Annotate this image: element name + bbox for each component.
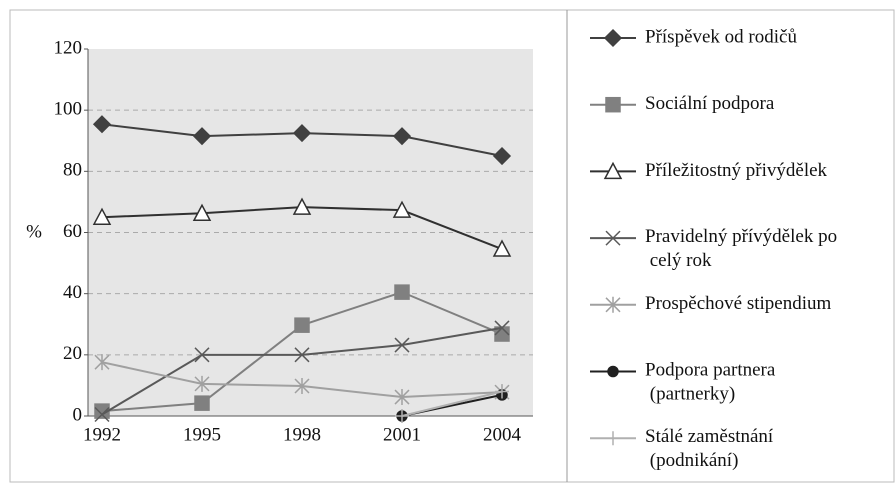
y-tick-label: 20 — [63, 343, 82, 364]
marker — [494, 320, 510, 336]
marker — [607, 365, 619, 378]
marker — [294, 378, 310, 395]
marker — [92, 207, 112, 225]
marker — [192, 203, 212, 221]
x-tick-label: 2001 — [383, 424, 421, 445]
marker — [94, 406, 110, 423]
marker — [492, 146, 512, 166]
marker — [194, 347, 210, 363]
marker — [606, 431, 620, 446]
marker — [394, 284, 410, 300]
legend-label: Příspěvek od rodičů — [645, 26, 797, 47]
y-axis-label: % — [26, 221, 42, 242]
x-tick-label: 2004 — [483, 424, 522, 445]
marker — [395, 409, 409, 423]
legend-label: Příležitostný přivýdělek — [645, 160, 828, 181]
y-tick-label: 80 — [63, 160, 82, 181]
legend-label: Stálé zaměstnání (podnikání) — [645, 427, 774, 472]
marker — [394, 389, 410, 406]
legend-label: Podpora partnera (partnerky) — [645, 360, 776, 405]
marker — [492, 239, 512, 257]
marker — [194, 375, 210, 392]
marker — [603, 28, 623, 48]
marker — [294, 347, 310, 363]
legend-label: Sociální podpora — [645, 93, 775, 114]
marker — [392, 127, 412, 146]
marker — [605, 296, 621, 313]
marker — [292, 124, 312, 143]
marker — [194, 395, 210, 411]
marker — [192, 127, 212, 146]
legend-label: Prospěchové stipendium — [645, 293, 832, 314]
marker — [605, 96, 621, 113]
x-tick-label: 1995 — [183, 424, 221, 445]
marker — [292, 197, 312, 215]
marker — [605, 230, 621, 246]
y-tick-label: 60 — [63, 221, 82, 242]
series-line — [401, 390, 503, 417]
x-tick-label: 1992 — [83, 424, 121, 445]
marker — [92, 115, 112, 134]
marker — [394, 337, 410, 353]
y-tick-label: 100 — [54, 99, 83, 120]
y-tick-label: 40 — [63, 282, 82, 303]
x-tick-label: 1998 — [283, 424, 321, 445]
legend-label: Pravidelný přívýdělek po celý rok — [645, 226, 837, 271]
marker — [495, 384, 509, 399]
marker — [392, 200, 412, 218]
marker — [603, 161, 623, 180]
marker — [294, 317, 310, 333]
y-tick-label: 0 — [73, 404, 83, 425]
y-tick-label: 120 — [54, 37, 83, 58]
marker — [94, 354, 110, 371]
